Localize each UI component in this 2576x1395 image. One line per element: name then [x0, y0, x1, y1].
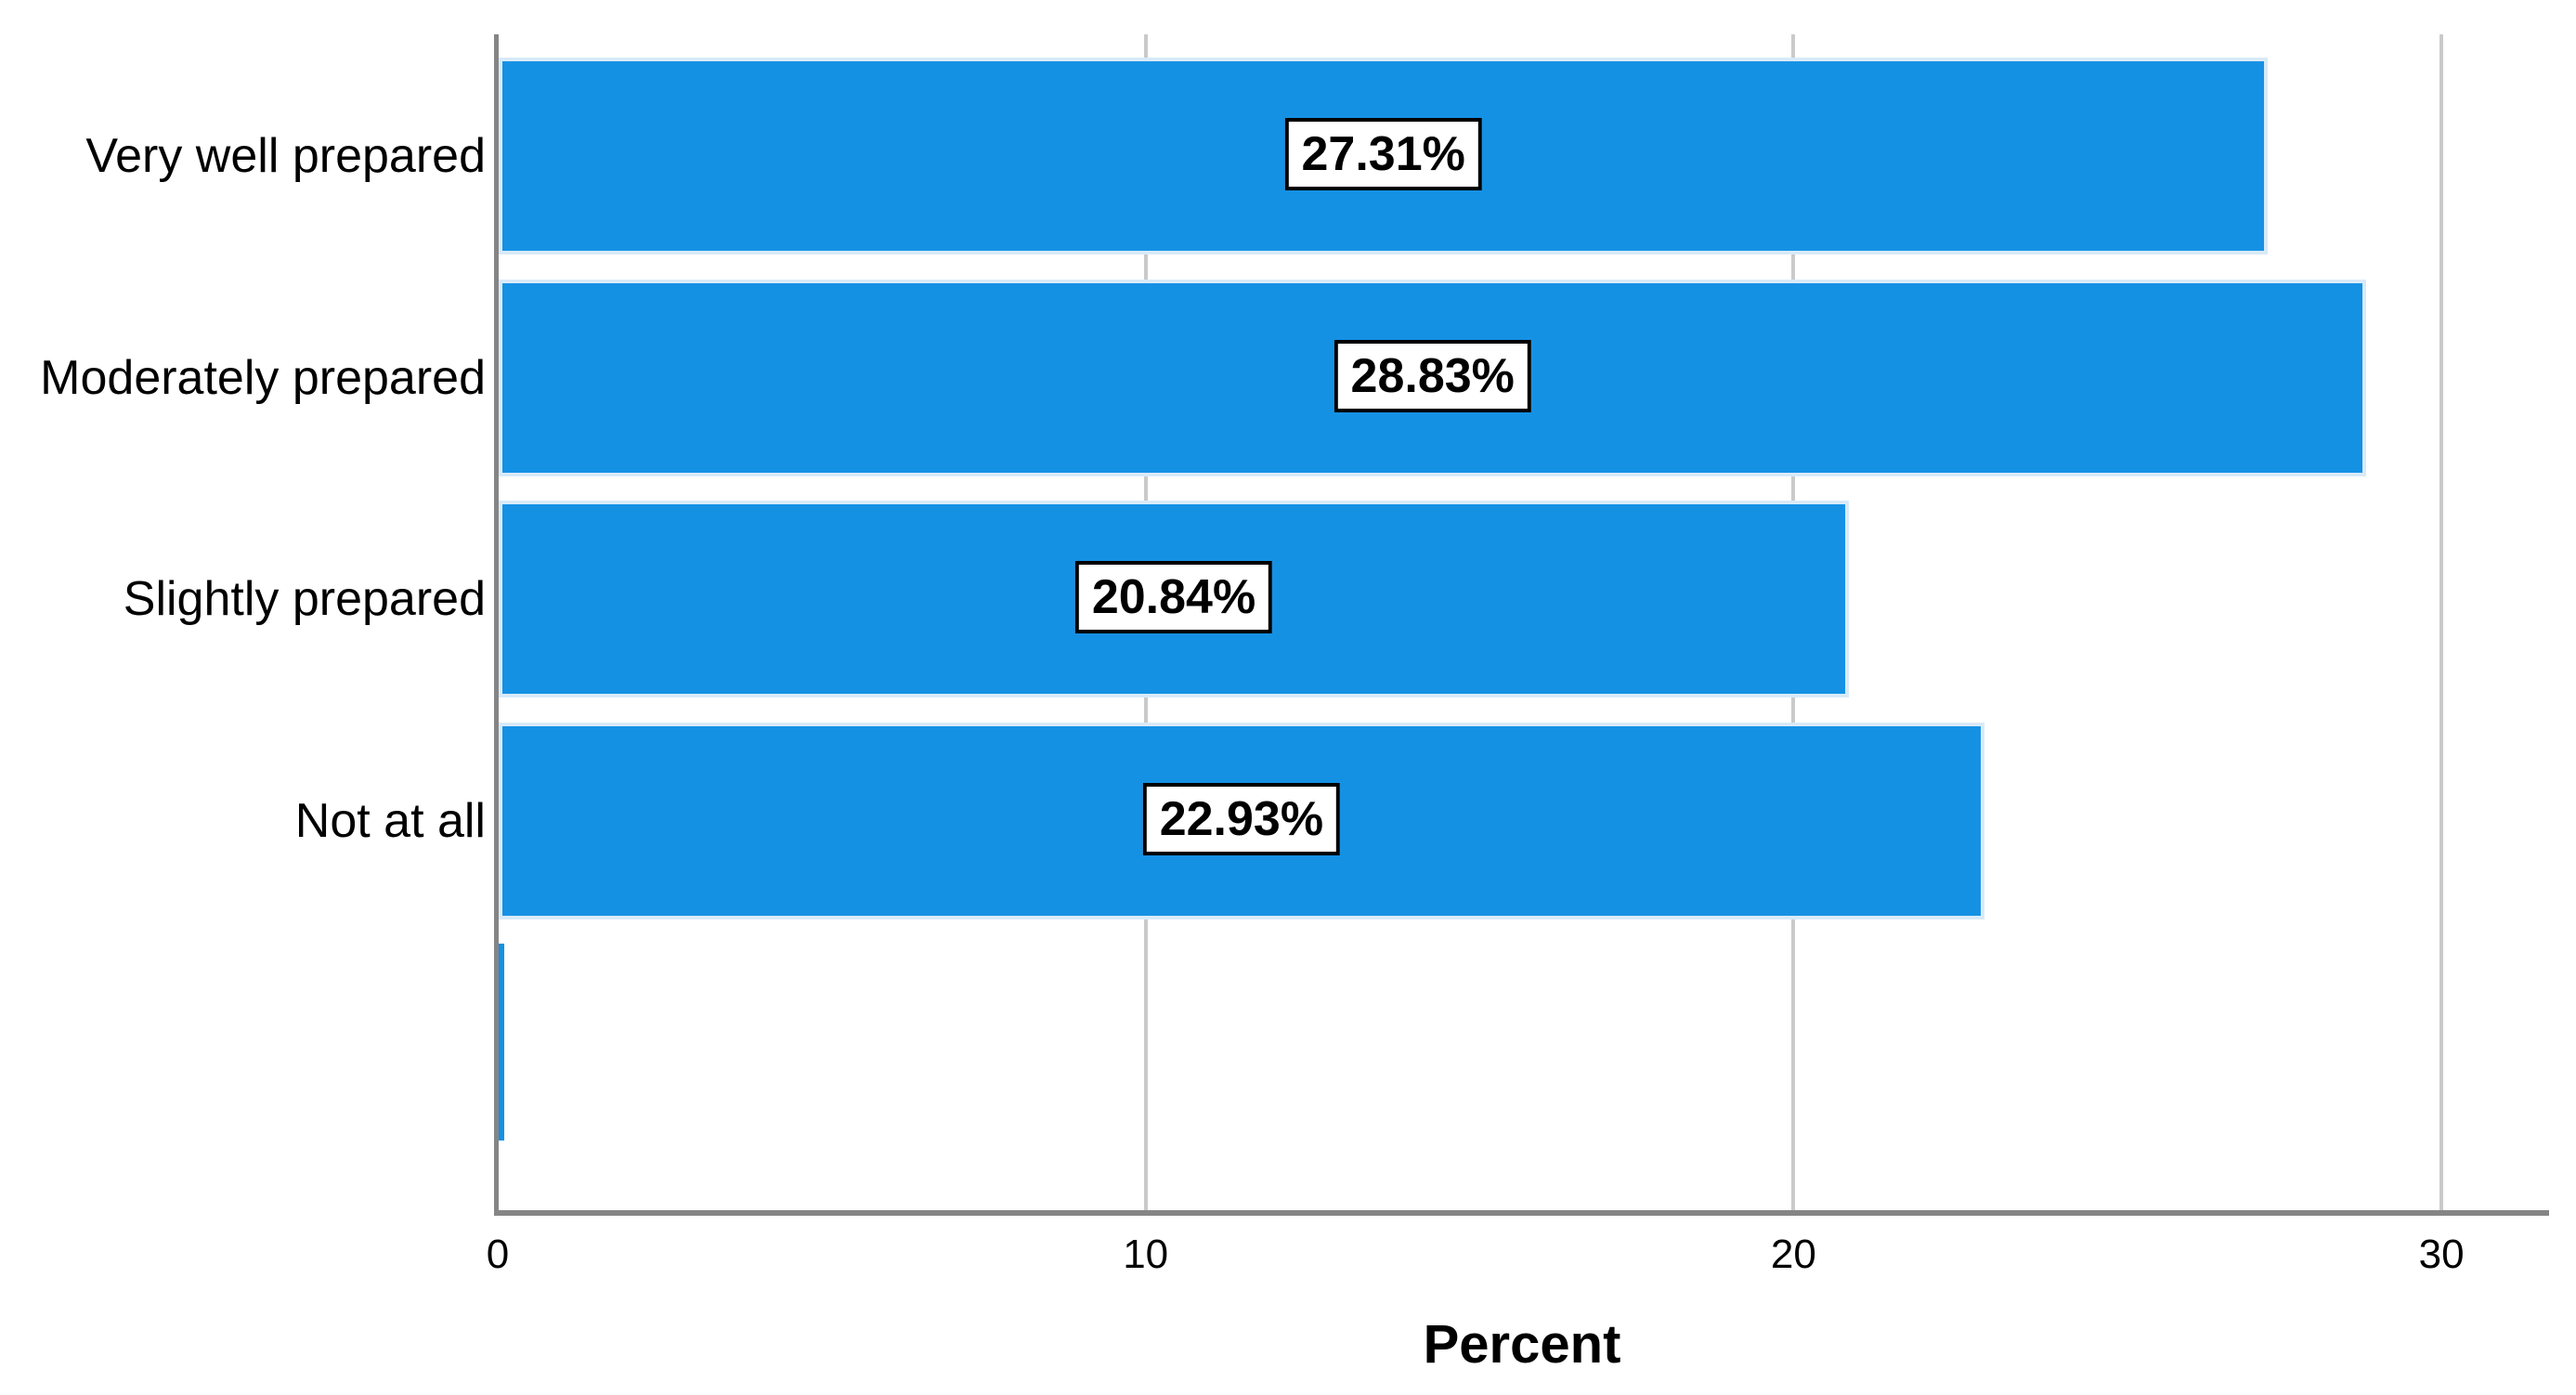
- category-label: Slightly prepared: [123, 572, 486, 626]
- x-tick-30: 30: [2418, 1232, 2465, 1277]
- x-tick-20: 20: [1770, 1232, 1816, 1277]
- x-tick-0: 0: [486, 1232, 510, 1277]
- bar-slightly-prepared: [499, 501, 1849, 698]
- x-tick-10: 10: [1123, 1232, 1169, 1277]
- data-label: 28.83%: [1334, 339, 1531, 412]
- y-axis-line: [494, 34, 499, 1216]
- x-axis-line: [494, 1210, 2549, 1216]
- data-label: 20.84%: [1074, 561, 1273, 633]
- gridline-30: [2439, 34, 2444, 1210]
- data-label: 22.93%: [1142, 782, 1341, 855]
- category-label: Very well prepared: [85, 129, 486, 183]
- category-label: Moderately prepared: [40, 350, 486, 405]
- x-axis-title: Percent: [1423, 1314, 1621, 1375]
- bar-unlabeled: [499, 944, 505, 1141]
- category-label: Not at all: [294, 793, 486, 848]
- data-label: 27.31%: [1284, 118, 1482, 190]
